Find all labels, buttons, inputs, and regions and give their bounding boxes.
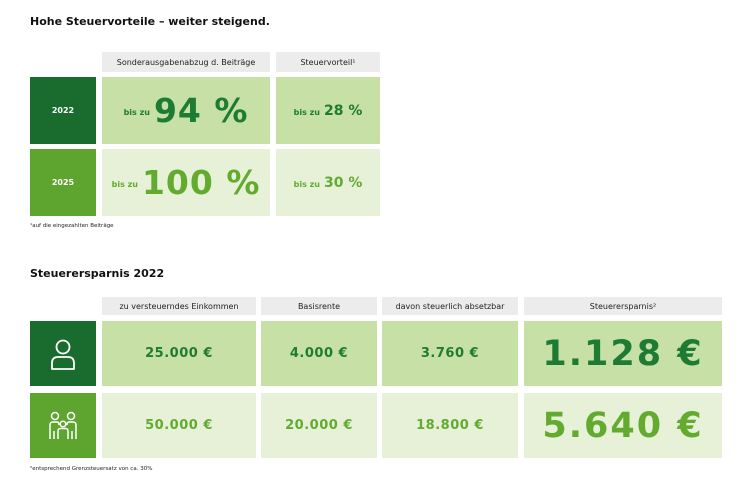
deduction-2022-cell: bis zu 94 %	[102, 77, 270, 144]
savings-family-value: 5.640 €	[524, 393, 722, 458]
benefit-2022-value: 28 %	[323, 102, 363, 119]
basisrente-family-value: 20.000 €	[261, 393, 377, 458]
income-family-value: 50.000 €	[102, 393, 256, 458]
deductible-single-value: 3.760 €	[382, 321, 518, 386]
header-deductible: davon steuerlich absetzbar	[382, 297, 518, 315]
deduction-2025-cell: bis zu 100 %	[102, 149, 270, 216]
footnote-2: ²entsprechend Grenzsteuersatz von ca. 30…	[30, 466, 153, 472]
deduction-2025-value: 100 %	[141, 163, 261, 202]
family-icon	[30, 393, 96, 458]
deductible-family-value: 18.800 €	[382, 393, 518, 458]
year-2022-label: 2022	[30, 77, 96, 144]
savings-single-value: 1.128 €	[524, 321, 722, 386]
section2-title: Steuerersparnis 2022	[30, 267, 165, 280]
basisrente-single-value: 4.000 €	[261, 321, 377, 386]
year-2025-label: 2025	[30, 149, 96, 216]
deduction-2025-prefix: bis zu	[111, 180, 138, 189]
benefit-2025-value: 30 %	[323, 174, 363, 191]
header-income: zu versteuerndes Einkommen	[102, 297, 256, 315]
header-basisrente: Basisrente	[261, 297, 377, 315]
header-tax-benefit: Steuervorteil¹	[276, 52, 380, 72]
single-person-icon	[30, 321, 96, 386]
footnote-1: ¹auf die eingezahlten Beiträge	[30, 223, 114, 229]
deduction-2022-value: 94 %	[153, 91, 249, 130]
header-deduction: Sonderausgabenabzug d. Beiträge	[102, 52, 270, 72]
section1-title: Hohe Steuervorteile – weiter steigend.	[30, 15, 270, 28]
benefit-2025-prefix: bis zu	[293, 180, 320, 189]
header-savings: Steuerersparnis²	[524, 297, 722, 315]
benefit-2022-prefix: bis zu	[293, 108, 320, 117]
benefit-2025-cell: bis zu 30 %	[276, 149, 380, 216]
deduction-2022-prefix: bis zu	[123, 108, 150, 117]
benefit-2022-cell: bis zu 28 %	[276, 77, 380, 144]
income-single-value: 25.000 €	[102, 321, 256, 386]
